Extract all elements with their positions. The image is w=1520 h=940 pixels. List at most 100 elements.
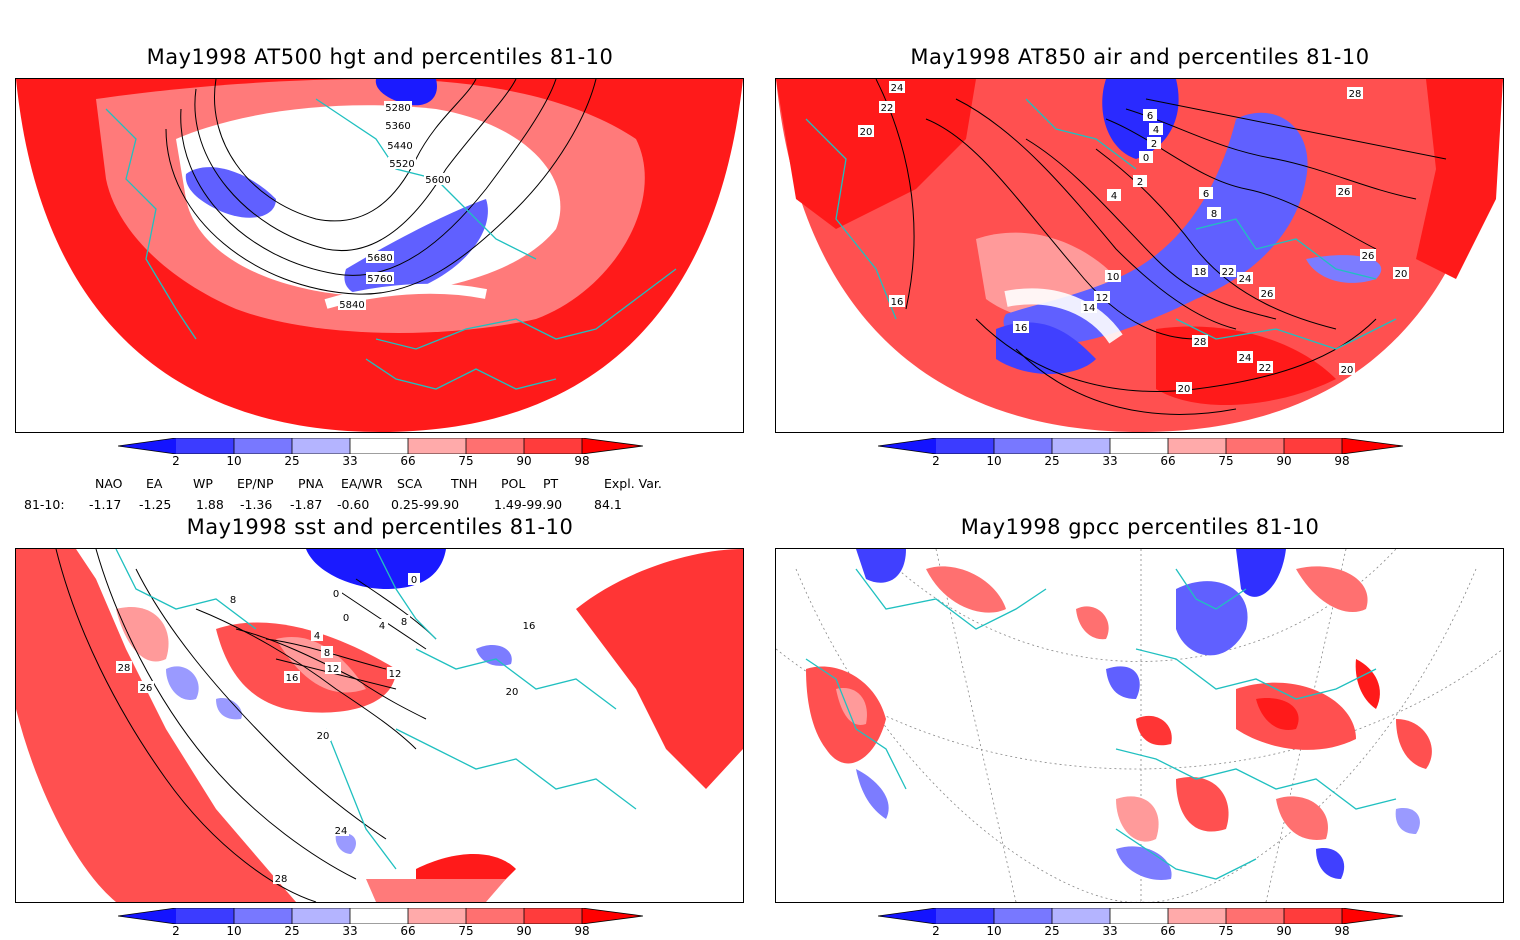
contour-label: 4 — [1153, 125, 1159, 136]
contour-label: 0 — [343, 613, 349, 624]
contour-label: 5760 — [367, 274, 392, 285]
colorbar-label: 2 — [172, 924, 180, 938]
contour-label: 16 — [1015, 323, 1028, 334]
map-panel-air: 24 22 20 16 10 12 14 16 18 22 24 26 28 2… — [775, 78, 1504, 433]
contour-label: 26 — [140, 683, 153, 694]
colorbar-label: 90 — [516, 454, 532, 468]
contour-label: 24 — [891, 83, 904, 94]
index-header: EA/WR — [341, 476, 383, 491]
map-panel-hgt: 5280 5360 5440 5520 5600 5680 5760 5840 — [15, 78, 744, 433]
contour-label: 22 — [1222, 267, 1235, 278]
colorbar-label: 75 — [458, 454, 474, 468]
index-value: 0.25-99.90 — [391, 497, 460, 512]
panel-title-air: May1998 AT850 air and percentiles 81-10 — [910, 45, 1370, 69]
index-header: POL — [501, 476, 526, 491]
contour-label: 28 — [1349, 89, 1362, 100]
colorbar-label: 75 — [458, 924, 474, 938]
colorbar-swatches — [877, 437, 1404, 455]
colorbar-label: 66 — [400, 454, 416, 468]
index-header: TNH — [451, 476, 478, 491]
colorbar-label: 90 — [516, 924, 532, 938]
contour-label: 0 — [333, 589, 339, 600]
index-header: EP/NP — [237, 476, 274, 491]
contour-label: 12 — [327, 664, 340, 675]
contour-label: 20 — [860, 127, 873, 138]
contour-label: 20 — [506, 687, 519, 698]
index-value: 84.1 — [594, 497, 622, 512]
colorbar-label: 90 — [1276, 454, 1292, 468]
colorbar-label: 10 — [986, 454, 1002, 468]
colorbar-label: 75 — [1218, 454, 1234, 468]
index-value: -1.25 — [139, 497, 172, 512]
index-header: PNA — [298, 476, 324, 491]
contour-label: 16 — [891, 297, 904, 308]
contour-label: 4 — [379, 621, 385, 632]
colorbar-label: 33 — [342, 924, 358, 938]
contour-label: 8 — [324, 648, 330, 659]
contour-label: 16 — [286, 673, 299, 684]
contour-label: 5280 — [385, 103, 410, 114]
contour-label: 4 — [1111, 191, 1117, 202]
index-header: WP — [193, 476, 213, 491]
colorbar-label: 2 — [932, 924, 940, 938]
index-value: -1.36 — [240, 497, 273, 512]
index-value: -0.60 — [337, 497, 370, 512]
panel-title-gpcc: May1998 gpcc percentiles 81-10 — [960, 515, 1320, 539]
contour-label: 20 — [317, 731, 330, 742]
index-value: 1.88 — [196, 497, 224, 512]
index-row-label: 81-10: — [24, 497, 65, 512]
index-header: PT — [543, 476, 559, 491]
colorbar-gpcc: 2 10 25 33 66 75 90 98 — [877, 907, 1404, 940]
panel-title-sst: May1998 sst and percentiles 81-10 — [186, 515, 574, 539]
colorbar-label: 10 — [226, 454, 242, 468]
contour-label: 20 — [1341, 365, 1354, 376]
contour-label: 6 — [1203, 189, 1209, 200]
contour-label: 26 — [1261, 289, 1274, 300]
map-panel-sst: 8 0 0 0 4 4 8 8 12 12 16 20 24 28 28 26 … — [15, 548, 744, 903]
index-header: EA — [146, 476, 163, 491]
colorbar-hgt: 2 10 25 33 66 75 90 98 — [117, 437, 644, 470]
contour-label: 5520 — [389, 159, 414, 170]
colorbar-sst: 2 10 25 33 66 75 90 98 — [117, 907, 644, 940]
contour-label: 22 — [881, 103, 894, 114]
contour-label: 28 — [118, 663, 131, 674]
colorbar-label: 10 — [226, 924, 242, 938]
colorbar-swatches — [877, 907, 1404, 925]
contour-label: 2 — [1137, 177, 1143, 188]
colorbar-label: 25 — [284, 924, 300, 938]
contour-label: 5600 — [425, 175, 450, 186]
contour-label: 20 — [1178, 384, 1191, 395]
contour-label: 22 — [1259, 363, 1272, 374]
colorbar-label: 25 — [284, 454, 300, 468]
colorbar-label: 66 — [1160, 454, 1176, 468]
index-value: -1.17 — [89, 497, 122, 512]
contour-label: 24 — [335, 826, 348, 837]
contour-label: 0 — [411, 575, 417, 586]
colorbar-label: 25 — [1044, 924, 1060, 938]
colorbar-label: 25 — [1044, 454, 1060, 468]
contour-label: 26 — [1362, 251, 1375, 262]
colorbar-label: 98 — [574, 924, 590, 938]
colorbar-label: 33 — [1102, 454, 1118, 468]
contour-label: 28 — [275, 874, 288, 885]
contour-label: 2 — [1151, 139, 1157, 150]
colorbar-label: 66 — [400, 924, 416, 938]
colorbar-air: 2 10 25 33 66 75 90 98 — [877, 437, 1404, 470]
map-panel-gpcc — [775, 548, 1504, 903]
contour-label: 20 — [1395, 269, 1408, 280]
index-header: SCA — [397, 476, 423, 491]
colorbar-label: 33 — [1102, 924, 1118, 938]
colorbar-label: 2 — [932, 454, 940, 468]
contour-label: 24 — [1239, 353, 1252, 364]
index-header: NAO — [95, 476, 123, 491]
colorbar-swatches — [117, 437, 644, 455]
contour-label: 8 — [401, 617, 407, 628]
contour-label: 4 — [314, 631, 320, 642]
contour-label: 14 — [1083, 303, 1096, 314]
colorbar-label: 2 — [172, 454, 180, 468]
contour-label: 5440 — [387, 141, 412, 152]
contour-label: 28 — [1194, 337, 1207, 348]
colorbar-label: 10 — [986, 924, 1002, 938]
contour-label: 6 — [1147, 111, 1153, 122]
index-header: Expl. Var. — [604, 476, 662, 491]
